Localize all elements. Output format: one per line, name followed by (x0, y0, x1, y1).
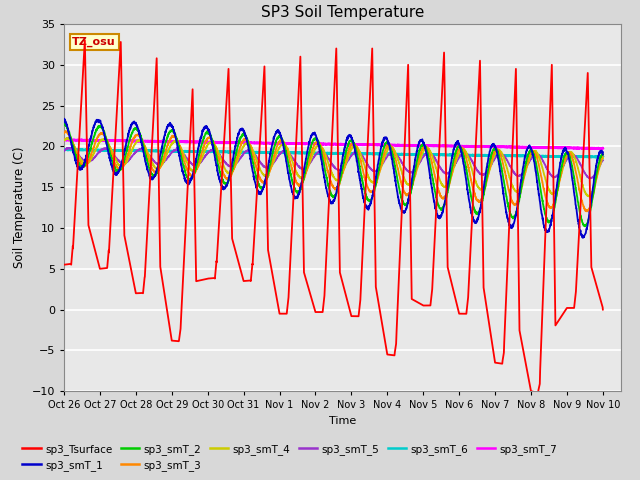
Y-axis label: Soil Temperature (C): Soil Temperature (C) (13, 147, 26, 268)
Legend: sp3_Tsurface, sp3_smT_1, sp3_smT_2, sp3_smT_3, sp3_smT_4, sp3_smT_5, sp3_smT_6, : sp3_Tsurface, sp3_smT_1, sp3_smT_2, sp3_… (18, 439, 561, 475)
Title: SP3 Soil Temperature: SP3 Soil Temperature (260, 5, 424, 20)
Text: TZ_osu: TZ_osu (72, 37, 116, 47)
X-axis label: Time: Time (329, 416, 356, 426)
